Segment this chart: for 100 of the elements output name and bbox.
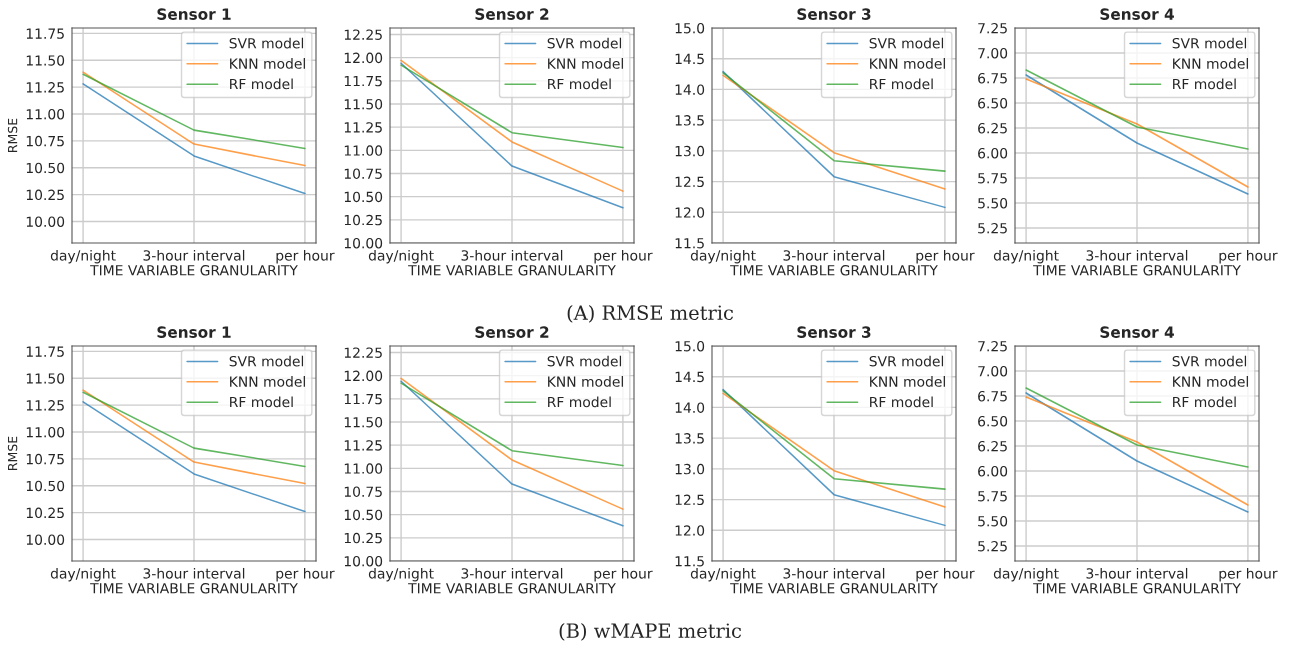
legend-label: RF model bbox=[548, 78, 611, 90]
y-tick-label: 7.00 bbox=[978, 47, 1008, 59]
y-axis-title: RMSE bbox=[7, 436, 18, 470]
y-tick-label: 11.50 bbox=[344, 416, 383, 428]
y-tick-label: 10.00 bbox=[344, 555, 383, 567]
y-tick-label: 11.25 bbox=[26, 82, 64, 93]
y-tick-label: 12.0 bbox=[675, 207, 705, 218]
legend-label: SVR model bbox=[869, 355, 944, 367]
y-tick-label: 6.50 bbox=[978, 97, 1008, 109]
x-tick-label: per hour bbox=[594, 567, 653, 582]
legend-label: RF model bbox=[870, 396, 933, 408]
y-tick-label: 10.25 bbox=[344, 214, 382, 226]
x-tick-label: per hour bbox=[594, 249, 653, 264]
y-tick-label: 13.5 bbox=[675, 115, 704, 126]
text: (B) wMAPE metric bbox=[559, 623, 742, 641]
y-tick-label: 6.25 bbox=[978, 440, 1007, 452]
y-tick-label: 11.5 bbox=[675, 238, 704, 249]
y-tick-label: 10.50 bbox=[344, 509, 383, 521]
x-tick-label: per hour bbox=[916, 249, 975, 264]
y-tick-label: 11.00 bbox=[344, 463, 383, 474]
y-tick-label: 6.25 bbox=[978, 122, 1007, 134]
y-tick-label: 11.50 bbox=[344, 98, 383, 110]
y-tick-label: 7.25 bbox=[978, 22, 1007, 34]
y-tick-label: 14.5 bbox=[675, 53, 704, 65]
y-tick-label: 11.25 bbox=[26, 400, 64, 411]
legend-label: KNN model bbox=[1173, 376, 1248, 387]
x-tick-label: day/night bbox=[690, 249, 756, 264]
y-tick-label: 11.00 bbox=[26, 426, 65, 438]
y-tick-label: 12.5 bbox=[675, 494, 704, 506]
x-tick-label: 3-hour interval bbox=[783, 249, 885, 261]
legend-label: RF model bbox=[548, 396, 611, 408]
y-tick-label: 13.0 bbox=[675, 463, 705, 475]
y-tick-label: 10.25 bbox=[26, 507, 64, 519]
legend-label: RF model bbox=[230, 396, 293, 408]
x-tick-label: per hour bbox=[1219, 249, 1278, 264]
y-tick-label: 11.50 bbox=[26, 373, 65, 384]
y-tick-label: 12.00 bbox=[344, 52, 383, 64]
x-tick-label: day/night bbox=[993, 249, 1059, 264]
chart-title: Sensor 4 bbox=[1100, 8, 1174, 20]
legend-label: RF model bbox=[870, 78, 933, 90]
x-tick-label: day/night bbox=[50, 567, 116, 582]
y-tick-label: 10.75 bbox=[344, 168, 382, 179]
y-tick-label: 6.00 bbox=[978, 147, 1008, 159]
x-axis-title: TIME VARIABLE GRANULARITY bbox=[1033, 583, 1241, 594]
y-tick-label: 10.25 bbox=[344, 532, 382, 544]
x-tick-label: day/night bbox=[993, 567, 1059, 582]
y-tick-label: 10.25 bbox=[26, 189, 64, 201]
x-tick-label: 3-hour interval bbox=[143, 249, 245, 261]
y-tick-label: 10.75 bbox=[26, 453, 64, 465]
y-tick-label: 11.5 bbox=[675, 556, 704, 567]
y-tick-label: 10.75 bbox=[344, 486, 382, 497]
x-tick-label: 3-hour interval bbox=[783, 567, 885, 579]
y-tick-label: 11.75 bbox=[26, 346, 64, 357]
y-tick-label: 5.25 bbox=[978, 222, 1007, 234]
legend-label: SVR model bbox=[229, 37, 304, 49]
y-tick-label: 5.50 bbox=[978, 515, 1008, 527]
legend-label: SVR model bbox=[547, 37, 622, 49]
y-tick-label: 6.75 bbox=[978, 390, 1007, 402]
chart-title: Sensor 3 bbox=[797, 8, 871, 20]
x-tick-label: 3-hour interval bbox=[143, 567, 245, 579]
y-tick-label: 11.75 bbox=[344, 75, 382, 87]
chart-title: Sensor 2 bbox=[475, 326, 549, 338]
y-tick-label: 12.5 bbox=[675, 176, 704, 188]
x-axis-title: TIME VARIABLE GRANULARITY bbox=[408, 265, 616, 276]
chart-title: Sensor 2 bbox=[475, 8, 549, 20]
y-tick-label: 11.00 bbox=[344, 145, 383, 156]
y-tick-label: 12.00 bbox=[344, 370, 383, 382]
legend-label: KNN model bbox=[548, 58, 623, 69]
x-axis-title: TIME VARIABLE GRANULARITY bbox=[730, 265, 938, 276]
x-tick-label: 3-hour interval bbox=[461, 249, 563, 261]
y-tick-label: 5.75 bbox=[978, 491, 1007, 502]
x-axis-title: TIME VARIABLE GRANULARITY bbox=[1033, 265, 1241, 276]
x-tick-label: 3-hour interval bbox=[1086, 567, 1188, 579]
x-tick-label: per hour bbox=[276, 249, 335, 264]
y-tick-label: 6.50 bbox=[978, 415, 1008, 427]
legend-label: SVR model bbox=[229, 355, 304, 367]
x-tick-label: day/night bbox=[690, 567, 756, 582]
legend-label: RF model bbox=[1173, 396, 1236, 408]
x-tick-label: day/night bbox=[368, 567, 434, 582]
legend-label: KNN model bbox=[548, 376, 623, 387]
y-tick-label: 10.50 bbox=[344, 191, 383, 203]
x-axis-title: TIME VARIABLE GRANULARITY bbox=[408, 583, 616, 594]
y-tick-label: 5.50 bbox=[978, 197, 1008, 209]
legend-label: SVR model bbox=[1172, 37, 1247, 49]
x-axis-title: TIME VARIABLE GRANULARITY bbox=[730, 583, 938, 594]
y-tick-label: 5.75 bbox=[978, 173, 1007, 184]
chart-title: Sensor 3 bbox=[797, 326, 871, 338]
y-tick-label: 14.0 bbox=[675, 402, 705, 413]
legend-label: KNN model bbox=[230, 58, 305, 69]
y-tick-label: 10.50 bbox=[26, 480, 65, 492]
text: (A) RMSE metric bbox=[567, 305, 734, 323]
y-tick-label: 6.00 bbox=[978, 465, 1008, 477]
y-tick-label: 13.5 bbox=[675, 433, 704, 444]
y-tick-label: 6.75 bbox=[978, 72, 1007, 84]
y-tick-label: 11.75 bbox=[26, 28, 64, 39]
y-tick-label: 10.75 bbox=[26, 135, 64, 147]
legend-label: KNN model bbox=[870, 376, 945, 387]
y-tick-label: 10.00 bbox=[26, 216, 65, 227]
y-tick-label: 13.0 bbox=[675, 145, 705, 157]
y-tick-label: 11.25 bbox=[344, 122, 382, 133]
